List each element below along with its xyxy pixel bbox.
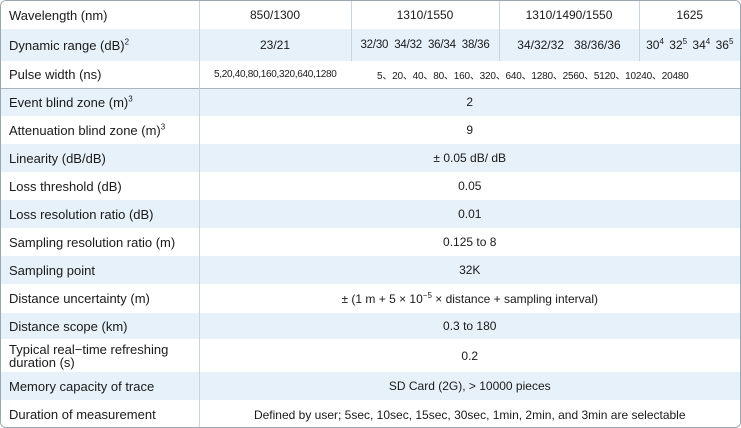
row-measurement-duration: Duration of measurement Defined by user;… <box>1 400 740 427</box>
label-loss-threshold: Loss threshold (dB) <box>1 172 199 200</box>
dynamic-range-850: 23/21 <box>198 29 351 61</box>
label-refresh-duration: Typical real−time refreshing duration (s… <box>1 339 199 372</box>
label-memory-capacity: Memory capacity of trace <box>1 372 199 400</box>
label-distance-uncertainty: Distance uncertainty (m) <box>1 284 199 313</box>
dynamic-range-1625: 304 325 344 365 <box>638 29 740 61</box>
label-distance-scope: Distance scope (km) <box>1 313 199 339</box>
label-sampling-point: Sampling point <box>1 256 199 284</box>
row-sampling-point: Sampling point 32K <box>1 256 740 284</box>
pulse-width-850: 5,20,40,80,160,320,640,1280 <box>198 61 351 88</box>
label-sampling-resolution: Sampling resolution ratio (m) <box>1 228 199 256</box>
row-wavelength: Wavelength (nm) 850/1300 1310/1550 1310/… <box>1 1 740 29</box>
label-pulse-width: Pulse width (ns) <box>1 61 199 88</box>
dr1625-value: 344 <box>692 37 711 53</box>
label-dynamic-range: Dynamic range (dB)2 <box>1 29 199 61</box>
value-sampling-resolution: 0.125 to 8 <box>198 228 740 256</box>
value-loss-threshold: 0.05 <box>198 172 740 200</box>
label-wavelength: Wavelength (nm) <box>1 1 199 29</box>
pulse-width-rest: 5、20、40、80、160、320、640、1280、2560、5120、10… <box>351 61 740 88</box>
value-linearity: ± 0.05 dB/ dB <box>198 144 740 172</box>
wavelength-850-1300: 850/1300 <box>198 1 351 29</box>
value-refresh-duration: 0.2 <box>198 339 740 372</box>
value-distance-uncertainty: ± (1 m + 5 × 10−5 × distance + sampling … <box>198 284 740 313</box>
value-attenuation-blind-zone: 9 <box>198 116 740 144</box>
row-sampling-resolution: Sampling resolution ratio (m) 0.125 to 8 <box>1 228 740 256</box>
label-loss-resolution: Loss resolution ratio (dB) <box>1 200 199 228</box>
value-distance-scope: 0.3 to 180 <box>198 313 740 339</box>
label-measurement-duration: Duration of measurement <box>1 400 199 427</box>
row-attenuation-blind-zone: Attenuation blind zone (m)3 9 <box>1 116 740 144</box>
row-linearity: Linearity (dB/dB) ± 0.05 dB/ dB <box>1 144 740 172</box>
value-event-blind-zone: 2 <box>198 87 740 116</box>
row-refresh-duration: Typical real−time refreshing duration (s… <box>1 339 740 372</box>
wavelength-1310-1490-1550: 1310/1490/1550 <box>498 1 639 29</box>
row-pulse-width: Pulse width (ns) 5,20,40,80,160,320,640,… <box>1 61 740 88</box>
value-loss-resolution: 0.01 <box>198 200 740 228</box>
label-dynamic-range-sup: 2 <box>124 37 130 47</box>
wavelength-1625: 1625 <box>638 1 740 29</box>
dr1625-value: 304 <box>646 37 664 53</box>
label-linearity: Linearity (dB/dB) <box>1 144 199 172</box>
value-measurement-duration: Defined by user; 5sec, 10sec, 15sec, 30s… <box>198 400 740 427</box>
wavelength-1310-1550: 1310/1550 <box>350 1 499 29</box>
value-sampling-point: 32K <box>198 256 740 284</box>
dr1625-value: 325 <box>669 37 688 53</box>
label-event-blind-zone: Event blind zone (m)3 <box>1 87 199 116</box>
dynamic-range-1310-1490-1550: 34/32/32 38/36/36 <box>498 29 639 61</box>
value-memory-capacity: SD Card (2G), > 10000 pieces <box>198 372 740 400</box>
row-loss-threshold: Loss threshold (dB) 0.05 <box>1 172 740 200</box>
row-distance-scope: Distance scope (km) 0.3 to 180 <box>1 313 740 339</box>
label-dynamic-range-text: Dynamic range (dB) <box>9 37 125 53</box>
dynamic-range-1310-1550: 32/30 34/32 36/34 38/36 <box>350 29 499 61</box>
row-memory-capacity: Memory capacity of trace SD Card (2G), >… <box>1 372 740 400</box>
row-event-blind-zone: Event blind zone (m)3 2 <box>1 87 740 116</box>
row-loss-resolution: Loss resolution ratio (dB) 0.01 <box>1 200 740 228</box>
row-dynamic-range: Dynamic range (dB)2 23/21 32/30 34/32 36… <box>1 29 740 61</box>
label-attenuation-blind-zone: Attenuation blind zone (m)3 <box>1 116 199 144</box>
row-distance-uncertainty: Distance uncertainty (m) ± (1 m + 5 × 10… <box>1 284 740 313</box>
dr1625-value: 365 <box>715 37 734 53</box>
